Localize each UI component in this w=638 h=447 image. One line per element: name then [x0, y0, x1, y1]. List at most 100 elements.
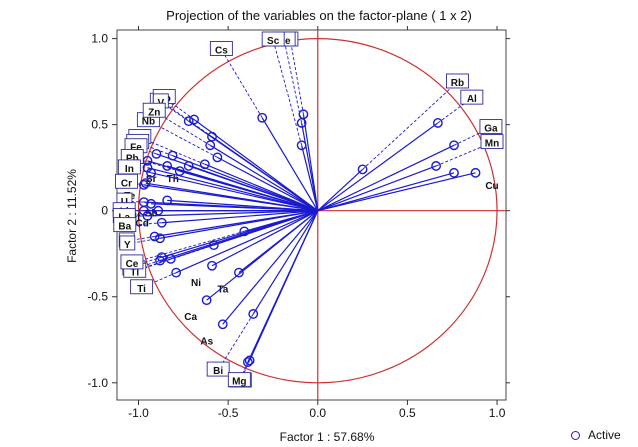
- variable-label: Cr: [121, 178, 132, 189]
- variable-label: Cd: [136, 219, 149, 230]
- loading-vector: [301, 145, 319, 211]
- loading-vector: [209, 144, 319, 212]
- chart-title: Projection of the variables on the facto…: [166, 8, 472, 23]
- loading-point: [449, 140, 459, 151]
- leader-line: [160, 101, 189, 122]
- x-tick-label: 0.0: [309, 406, 326, 420]
- loading-point: [233, 267, 244, 278]
- variable-label: Al: [467, 94, 477, 105]
- loading-point: [155, 255, 165, 266]
- loading-point: [201, 295, 212, 306]
- loading-point: [248, 309, 259, 319]
- variable-label: Sc: [267, 36, 280, 47]
- variable-label-box: [460, 89, 484, 105]
- variable-label: Th: [167, 174, 179, 185]
- loading-vector: [147, 210, 318, 217]
- leader-line: [131, 230, 245, 264]
- variable-label-box: [209, 41, 233, 56]
- variable-label-box: [206, 361, 230, 377]
- variable-label-box: [227, 372, 251, 388]
- loading-vector: [188, 120, 319, 212]
- loading-point: [171, 267, 182, 278]
- loading-point: [142, 210, 153, 221]
- loading-point: [212, 152, 223, 163]
- variable-label-box: [119, 235, 136, 251]
- y-tick-label: 1.0: [91, 32, 108, 46]
- loading-point: [140, 178, 151, 189]
- loading-vector: [206, 210, 319, 301]
- loading-vector: [159, 210, 318, 239]
- variable-label-box: [114, 173, 138, 189]
- loading-point: [357, 164, 368, 175]
- loading-point: [183, 161, 194, 171]
- loading-vector: [161, 210, 318, 224]
- variable-label: Mg: [232, 377, 246, 388]
- leader-line: [220, 49, 263, 118]
- variable-label: Ti: [137, 284, 146, 295]
- loading-vector: [301, 122, 319, 211]
- variable-label: Ca: [184, 312, 197, 323]
- loading-point: [244, 355, 255, 366]
- loading-point: [138, 179, 149, 190]
- x-tick-label: -1.0: [128, 406, 149, 420]
- legend-label: Active: [588, 428, 621, 442]
- loading-point: [205, 140, 216, 151]
- variable-label-box: [479, 119, 503, 135]
- loading-vector: [143, 184, 318, 212]
- variable-label: Ni: [191, 278, 201, 289]
- loading-vector: [147, 167, 318, 212]
- loading-point: [242, 357, 253, 368]
- loading-vector: [150, 172, 318, 212]
- variable-label: Ba: [118, 222, 131, 233]
- variable-label: Sr: [146, 174, 157, 185]
- loading-vector: [317, 172, 476, 212]
- x-tick-label: 0.5: [399, 406, 416, 420]
- loading-point: [189, 114, 199, 125]
- loading-vector: [222, 210, 319, 325]
- variable-label: Y: [124, 240, 131, 251]
- loading-point: [449, 167, 459, 178]
- loading-point: [432, 118, 443, 128]
- leader-line: [153, 110, 211, 146]
- variable-label: Bi: [213, 366, 223, 377]
- loading-point: [156, 217, 167, 228]
- x-axis-label: Factor 1 : 57.68%: [279, 430, 375, 444]
- loading-vector: [261, 117, 319, 212]
- legend-marker-icon: [571, 431, 580, 440]
- variable-label: Pb: [126, 154, 139, 165]
- loading-vector: [151, 203, 318, 212]
- loading-vector: [188, 165, 318, 212]
- leader-line: [362, 81, 458, 170]
- loading-point: [183, 116, 194, 127]
- variable-label: Zn: [148, 107, 160, 118]
- loading-point: [208, 240, 219, 251]
- loading-point: [146, 167, 156, 178]
- leader-line: [272, 39, 303, 146]
- loading-point: [146, 198, 156, 209]
- variable-label: Ce: [126, 259, 139, 270]
- loading-point: [149, 231, 160, 242]
- loading-vector: [317, 144, 455, 212]
- loading-point: [470, 167, 481, 178]
- leader-line: [124, 215, 148, 218]
- variable-label-box: [445, 73, 469, 89]
- loading-vector: [247, 210, 319, 363]
- loading-point: [296, 118, 307, 128]
- leader-line: [283, 39, 303, 124]
- variable-label: Mn: [485, 139, 499, 150]
- y-tick-label: 0: [101, 204, 108, 218]
- loading-vector: [244, 210, 318, 232]
- loading-vector: [317, 172, 455, 212]
- variable-label-box: [480, 134, 504, 150]
- loading-point: [151, 149, 162, 159]
- y-tick-label: -0.5: [87, 290, 108, 304]
- variable-label-box: [130, 279, 154, 295]
- loading-vector: [172, 155, 318, 212]
- leader-line: [453, 127, 492, 146]
- variable-label: In: [125, 164, 134, 175]
- leader-line: [126, 181, 144, 186]
- variable-label: Cu: [485, 181, 498, 192]
- variable-label: Rb: [451, 78, 464, 89]
- loading-point: [296, 140, 307, 151]
